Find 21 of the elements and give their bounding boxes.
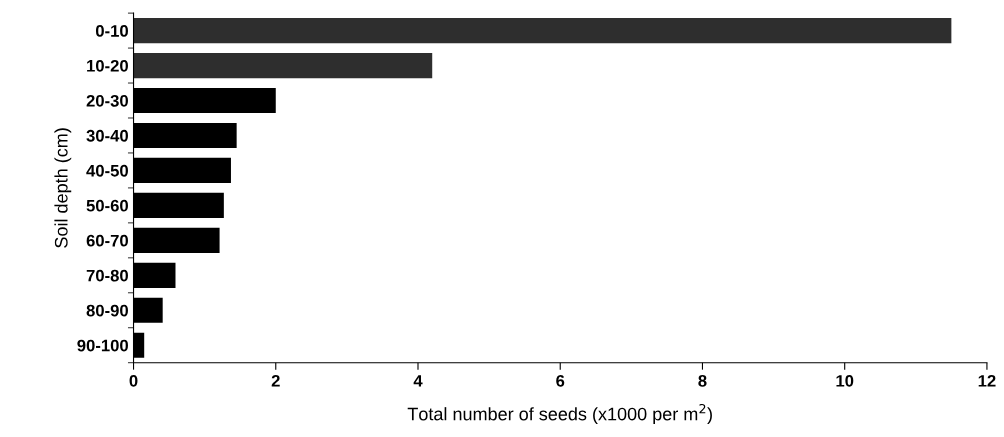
y-tick-label: 10-20 — [87, 59, 128, 72]
y-tick-label: 80-90 — [86, 304, 128, 317]
x-tick-label: 4 — [413, 375, 423, 387]
y-tick-label: 40-50 — [86, 164, 128, 177]
x-tick-label: 12 — [978, 374, 996, 387]
x-axis-title: Total number of seeds (x1000 per m$^{2}$) — [407, 403, 712, 424]
y-axis-title: Soil depth (cm) — [54, 128, 72, 248]
y-tick-label: 90-100 — [77, 339, 128, 352]
x-tick-label: 2 — [271, 374, 280, 387]
y-tick-label: 0-10 — [95, 24, 128, 37]
y-tick-label: 20-30 — [86, 94, 128, 107]
bar — [133, 18, 952, 44]
x-tick-label: 10 — [836, 374, 854, 387]
x-tick-label: 8 — [698, 374, 707, 387]
y-tick-label: 50-60 — [86, 199, 128, 212]
x-tick-label: 6 — [556, 374, 565, 387]
y-tick-label: 30-40 — [86, 129, 128, 142]
y-tick-label: 70-80 — [86, 269, 128, 282]
y-tick-label: 60-70 — [86, 234, 128, 247]
x-tick-label: 0 — [129, 374, 138, 387]
bar — [133, 52, 433, 79]
